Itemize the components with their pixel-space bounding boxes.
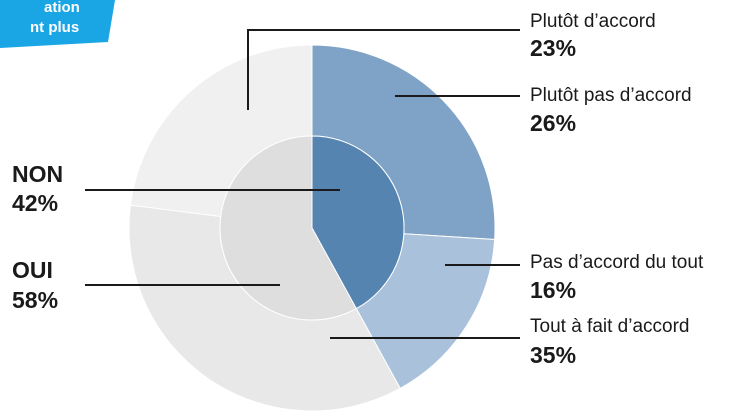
- leader-line: [247, 29, 520, 110]
- legend-label: Plutôt d’accord: [530, 11, 656, 32]
- banner-text: ation: [44, 0, 80, 16]
- pie: [128, 44, 496, 411]
- value-label: 26%: [530, 110, 576, 136]
- value-label: 16%: [530, 277, 576, 303]
- value-label: 35%: [530, 342, 576, 368]
- value-label: 58%: [12, 287, 58, 313]
- legend-label: Plutôt pas d’accord: [530, 85, 692, 106]
- legend-label: NON: [12, 161, 63, 187]
- pie-slice: [219, 135, 358, 321]
- legend-label: OUI: [12, 257, 53, 283]
- pie-slice: [311, 135, 405, 310]
- banner-text: nt plus: [30, 19, 79, 36]
- legend-label: Tout à fait d’accord: [530, 316, 689, 337]
- value-label: 42%: [12, 190, 58, 216]
- legend-label: Pas d’accord du tout: [530, 252, 704, 273]
- value-label: 23%: [530, 35, 576, 61]
- banner: [0, 0, 115, 48]
